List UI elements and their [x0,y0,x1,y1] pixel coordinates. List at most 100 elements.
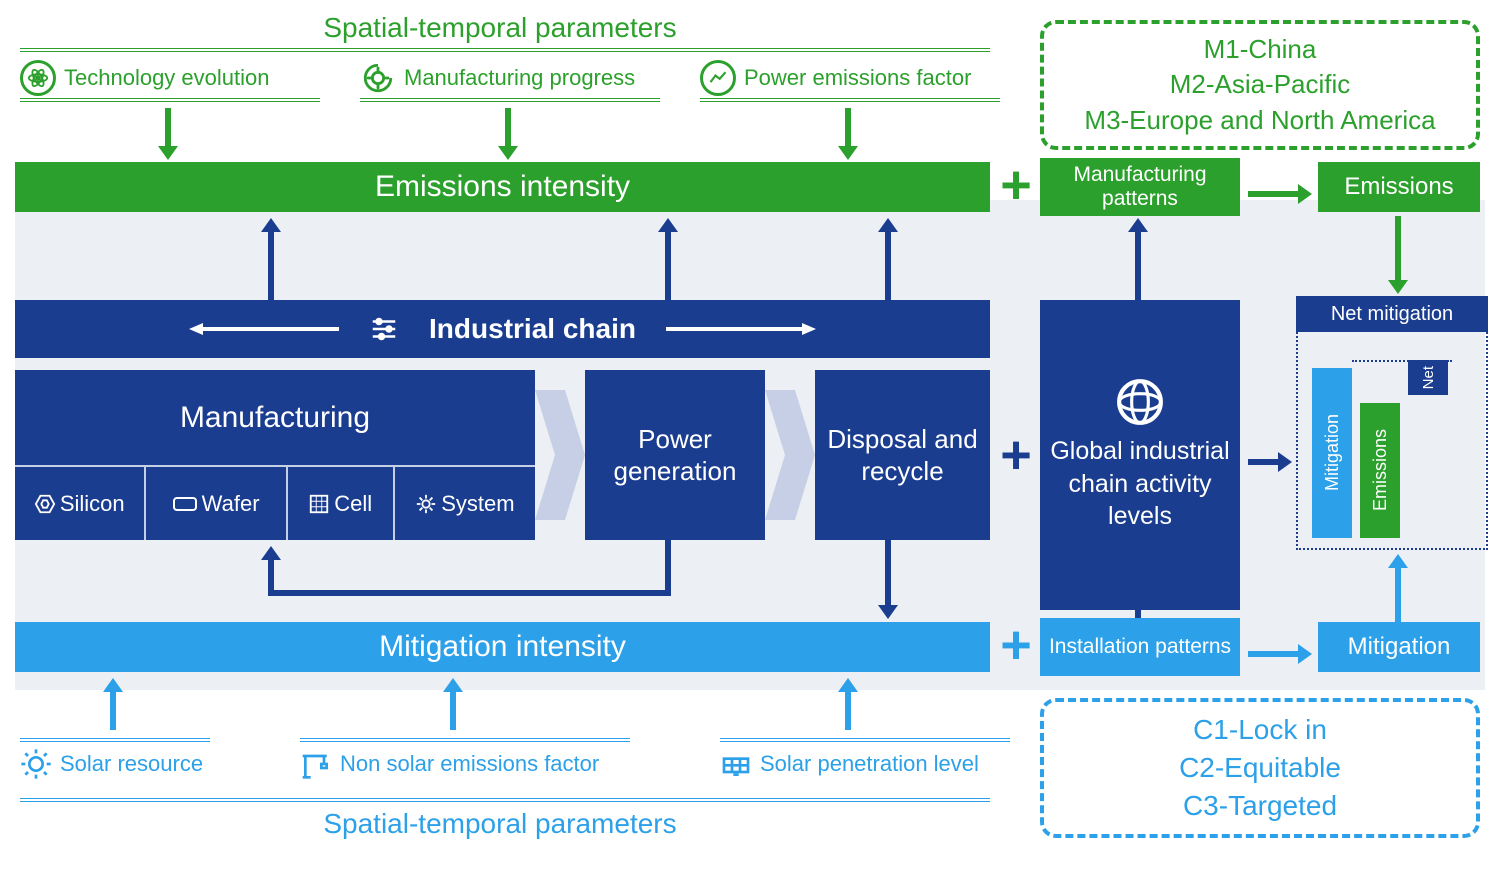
top-param-mfg-rule [360,98,660,102]
hex-icon [34,493,56,515]
chart-bar-emissions-label: Emissions [1370,429,1391,511]
top-param-mfg: Manufacturing progress [360,60,690,96]
arrow-to-mitigation [1248,644,1312,664]
arrow-to-emissions [1248,184,1312,204]
disposal-label: Disposal and recycle [815,423,990,488]
feedback-up [268,546,281,596]
scenario-m3: M3-Europe and North America [1084,103,1435,138]
emissions-box: Emissions [1318,162,1480,212]
plus-green: + [996,160,1036,210]
chart-bar-mitigation: Mitigation [1312,368,1352,538]
top-param-power-rule [700,98,1000,102]
bottom-param-solar: Solar resource [20,748,270,780]
grid-icon [308,493,330,515]
arrow-mfg-down [505,108,518,160]
top-header-text: Spatial-temporal parameters [323,12,676,44]
arrow-solar-up [110,678,123,730]
bottom-header-text: Spatial-temporal parameters [323,808,676,840]
mfg-sub-system: System [395,467,535,540]
industrial-chain-bar: Industrial chain [15,300,990,358]
sliders-icon [369,314,399,344]
bottom-param-nonsolar-label: Non solar emissions factor [340,751,599,777]
cog-icon [415,493,437,515]
panel-icon [720,748,752,780]
top-param-tech: Technology evolution [20,60,340,96]
top-param-mfg-label: Manufacturing progress [404,65,635,91]
scenario-m2: M2-Asia-Pacific [1170,67,1351,102]
chart-bar-net: Net [1408,360,1448,395]
arrow-up-2 [665,218,678,302]
scenario-c3: C3-Targeted [1183,787,1337,825]
manufacturing-title: Manufacturing [15,370,535,465]
top-header: Spatial-temporal parameters [280,12,720,44]
scenarios-top: M1-China M2-Asia-Pacific M3-Europe and N… [1040,20,1480,150]
gear-icon [360,60,396,96]
globe-icon [1115,377,1165,427]
mfg-sub-wafer: Wafer [146,467,288,540]
bottom-param-solar-label: Solar resource [60,751,203,777]
sun-icon [20,748,52,780]
conn-powergen-down [665,540,671,593]
mitigation-box: Mitigation [1318,622,1480,672]
mitigation-box-label: Mitigation [1348,633,1451,661]
scenarios-bottom: C1-Lock in C2-Equitable C3-Targeted [1040,698,1480,838]
arrow-up-4 [1135,218,1148,302]
arrow-emissions-down [1395,216,1408,294]
plus-blue: + [996,620,1036,670]
arrow-global-right [1248,452,1292,472]
emissions-box-label: Emissions [1344,173,1453,201]
conn-disposal-down [885,540,898,619]
chart-icon [700,60,736,96]
manufacturing-box: Manufacturing Silicon Wafer Cell System [15,370,535,540]
chart-guide [1352,360,1452,362]
mitigation-intensity-bar: Mitigation intensity [15,622,990,672]
top-param-tech-rule [20,98,320,102]
arrow-mitigation-up [1395,554,1408,622]
top-param-power: Power emissions factor [700,60,1020,96]
scenario-c2: C2-Equitable [1179,749,1341,787]
top-rule [20,48,990,52]
crane-icon [300,748,332,780]
install-patterns-box: Installation patterns [1040,618,1240,676]
net-mitigation-label: Net mitigation [1331,303,1453,326]
bottom-param-solar-rule [20,738,210,742]
disposal-box: Disposal and recycle [815,370,990,540]
arrow-nonsolar-up [450,678,463,730]
net-mitigation-header: Net mitigation [1296,296,1488,332]
bottom-rule [20,798,990,802]
industrial-chain-label: Industrial chain [429,313,636,345]
mfg-patterns-label: Manufacturing patterns [1040,163,1240,211]
arrow-pen-up [845,678,858,730]
global-chain-box: Global industrial chain activity levels [1040,300,1240,610]
mfg-sub-cell: Cell [288,467,395,540]
wafer-icon [172,494,198,514]
net-mitigation-chart: Mitigation Emissions Net [1296,332,1488,550]
arrow-right-icon [666,320,816,338]
bottom-param-pen-label: Solar penetration level [760,751,979,777]
feedback-h [271,590,671,596]
chart-bar-net-label: Net [1420,366,1437,389]
bottom-param-nonsolar: Non solar emissions factor [300,748,660,780]
arrow-power-down [845,108,858,160]
arrow-up-1 [268,218,281,302]
top-param-power-label: Power emissions factor [744,65,971,91]
mfg-patterns-box: Manufacturing patterns [1040,158,1240,216]
mitigation-intensity-label: Mitigation intensity [379,630,626,664]
bottom-param-nonsolar-rule [300,738,630,742]
bottom-header: Spatial-temporal parameters [280,808,720,840]
emissions-intensity-bar: Emissions intensity [15,162,990,212]
chart-bar-emissions: Emissions [1360,403,1400,538]
powergen-label: Power generation [585,423,765,488]
powergen-box: Power generation [585,370,765,540]
emissions-intensity-label: Emissions intensity [375,170,630,204]
arrow-tech-down [165,108,178,160]
chart-bar-mitigation-label: Mitigation [1322,414,1343,491]
top-param-tech-label: Technology evolution [64,65,269,91]
bottom-param-pen: Solar penetration level [720,748,1040,780]
scenario-m1: M1-China [1204,32,1317,67]
install-patterns-label: Installation patterns [1049,635,1231,659]
global-chain-label: Global industrial chain activity levels [1050,435,1230,533]
plus-darkblue: + [996,430,1036,480]
scenario-c1: C1-Lock in [1193,711,1327,749]
bottom-param-pen-rule [720,738,1010,742]
